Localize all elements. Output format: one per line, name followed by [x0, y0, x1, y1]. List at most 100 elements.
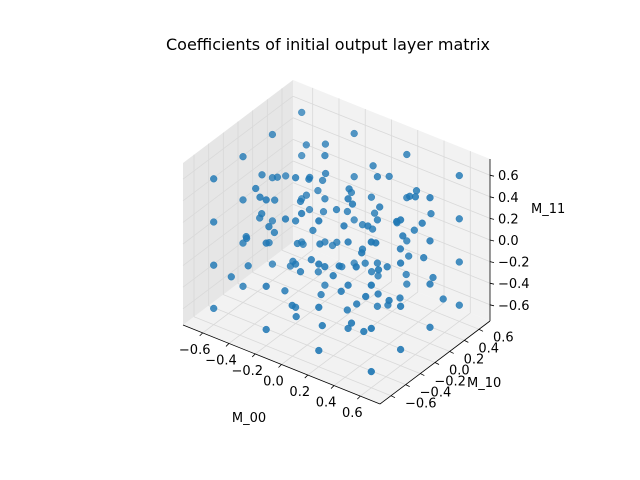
- x-tick-label: −0.6: [179, 343, 211, 358]
- data-point: [273, 173, 282, 181]
- data-point: [396, 245, 405, 253]
- data-point: [455, 258, 463, 266]
- data-point: [210, 261, 218, 269]
- data-point: [429, 273, 437, 282]
- grid-line: [333, 302, 445, 386]
- data-point: [252, 184, 260, 193]
- y-tick: [478, 328, 484, 332]
- data-point: [309, 226, 317, 235]
- z-tick: [489, 239, 495, 242]
- data-point: [296, 268, 305, 276]
- data-point: [314, 268, 322, 276]
- data-point: [316, 240, 324, 248]
- data-point: [291, 174, 300, 182]
- data-point: [292, 312, 300, 321]
- data-point: [367, 281, 375, 289]
- data-point: [455, 301, 463, 309]
- data-point: [329, 272, 337, 280]
- z-tick-label: 0.0: [498, 234, 519, 249]
- y-tick-label: 0.4: [478, 341, 499, 356]
- data-point: [367, 193, 376, 201]
- y-tick: [420, 373, 425, 376]
- data-point: [376, 203, 384, 211]
- y-tick-label: −0.6: [405, 397, 437, 412]
- data-point: [291, 217, 300, 225]
- data-point: [268, 130, 277, 139]
- grid-line: [182, 95, 294, 180]
- data-point: [210, 304, 218, 313]
- data-point: [345, 185, 353, 193]
- data-point: [426, 323, 434, 331]
- data-point: [258, 171, 266, 179]
- data-point: [396, 216, 405, 224]
- data-point: [281, 215, 290, 223]
- data-point: [332, 205, 341, 214]
- data-point: [256, 193, 264, 201]
- x-tick: [357, 395, 361, 400]
- data-point: [403, 150, 411, 159]
- x-tick-label: 0.6: [342, 406, 363, 421]
- data-point: [210, 175, 218, 183]
- data-point: [373, 173, 382, 181]
- z-tick-label: −0.4: [498, 277, 530, 292]
- data-point: [321, 263, 329, 271]
- z-tick: [489, 218, 495, 220]
- data-point: [367, 238, 375, 246]
- y-tick-label: −0.4: [420, 386, 452, 401]
- data-point: [350, 173, 358, 181]
- data-point: [360, 327, 368, 336]
- data-point: [455, 171, 463, 180]
- data-point: [369, 162, 377, 170]
- data-point: [302, 191, 311, 199]
- x-tick: [330, 385, 335, 389]
- z-tick: [489, 282, 495, 285]
- data-point: [426, 237, 434, 245]
- data-point: [439, 295, 447, 303]
- data-point: [242, 234, 251, 243]
- grid-line: [360, 312, 471, 397]
- data-point: [317, 290, 325, 299]
- z-tick: [489, 174, 495, 177]
- data-point: [271, 196, 279, 204]
- data-point: [402, 270, 410, 279]
- data-point: [410, 226, 418, 234]
- z-axis-label: M_11: [531, 202, 565, 217]
- grid-line: [182, 117, 294, 202]
- data-point: [265, 223, 273, 231]
- data-point: [399, 232, 407, 240]
- data-point: [315, 217, 323, 225]
- z-tick-label: 0.2: [498, 212, 519, 227]
- data-point: [411, 193, 420, 201]
- data-point: [315, 303, 323, 311]
- y-tick: [405, 384, 410, 387]
- data-point: [321, 169, 330, 178]
- data-point: [298, 108, 306, 117]
- data-point: [321, 195, 329, 203]
- data-point: [239, 282, 247, 290]
- data-point: [385, 172, 393, 181]
- data-point: [362, 292, 370, 301]
- data-point: [405, 252, 413, 260]
- z-tick-label: −0.6: [498, 299, 530, 314]
- x-axis-label: M_00: [232, 411, 266, 426]
- data-point: [348, 200, 357, 208]
- data-point: [270, 228, 279, 237]
- data-point: [210, 218, 218, 226]
- x-tick: [251, 353, 256, 358]
- data-point: [314, 186, 322, 195]
- data-point: [315, 260, 323, 268]
- data-point: [335, 262, 343, 270]
- z-tick-label: 0.6: [498, 169, 519, 184]
- data-point: [383, 263, 391, 271]
- data-point: [420, 254, 428, 262]
- data-point: [426, 194, 434, 202]
- data-point: [373, 302, 382, 310]
- data-point: [268, 217, 277, 225]
- x-tick-label: 0.4: [316, 396, 337, 411]
- data-point: [333, 238, 341, 246]
- data-point: [291, 260, 300, 268]
- data-point: [298, 151, 306, 160]
- data-point: [344, 195, 352, 203]
- tick-marks: [199, 174, 495, 400]
